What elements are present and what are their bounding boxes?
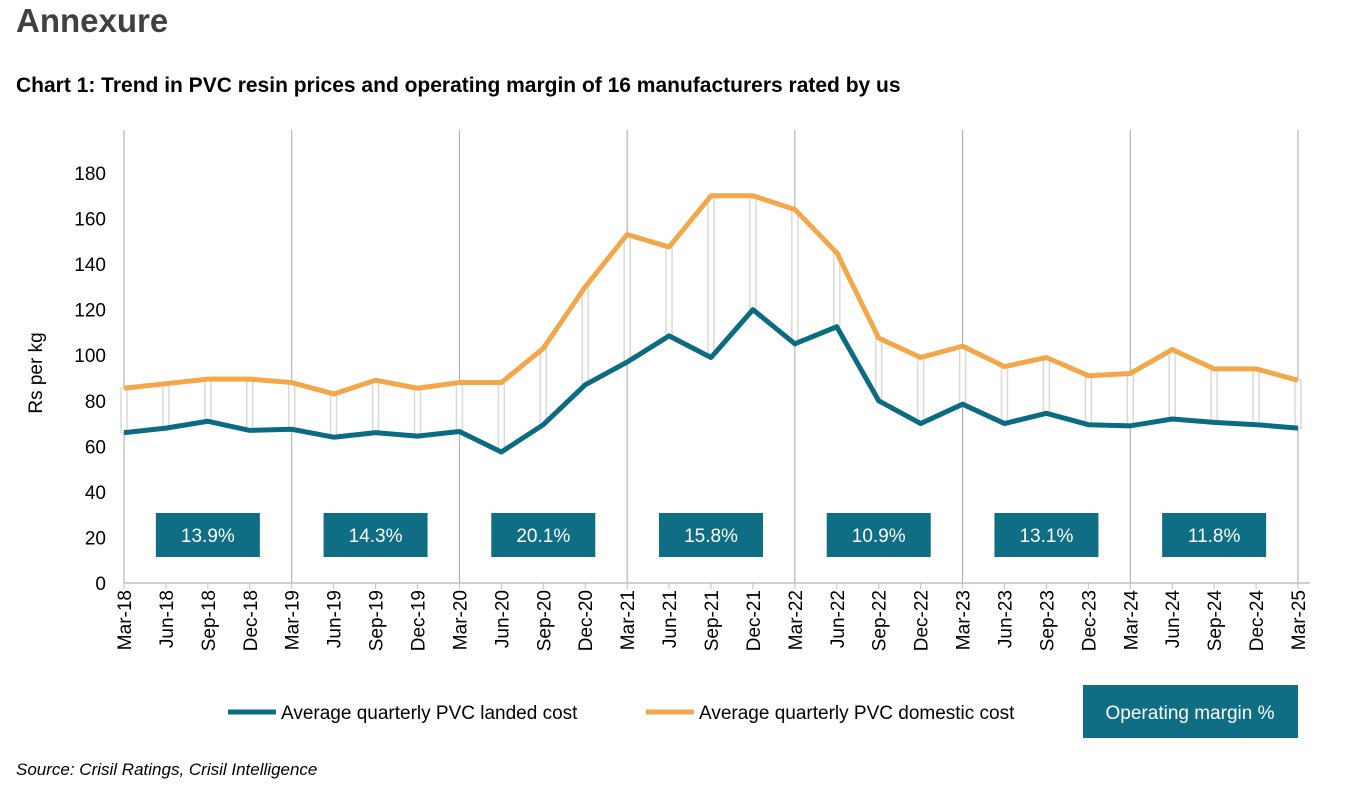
margin-label: 13.9%	[181, 526, 235, 547]
x-tick-label: Jun-23	[996, 590, 1017, 648]
x-tick-label: Mar-20	[450, 590, 471, 650]
hi-lo-bar	[455, 381, 464, 433]
x-tick-label: Dec-21	[744, 590, 765, 651]
hi-lo-bar	[1084, 374, 1093, 426]
margin-label: 15.8%	[684, 526, 738, 547]
hi-lo-bar	[120, 387, 128, 434]
y-tick-label: 20	[85, 528, 106, 549]
hi-lo-bar	[958, 345, 967, 405]
margin-box	[826, 513, 931, 557]
y-axis-label: Rs per kg	[26, 332, 47, 413]
source-note: Source: Crisil Ratings, Crisil Intellige…	[16, 760, 318, 779]
hi-lo-bar	[497, 381, 506, 453]
x-tick-label: Sep-19	[367, 590, 388, 651]
x-tick-label: Jun-24	[1163, 590, 1184, 649]
hi-lo-bar	[833, 251, 841, 328]
hi-lo-bar	[204, 378, 212, 423]
x-tick-label: Jun-21	[660, 590, 681, 648]
y-tick-label: 100	[74, 346, 106, 367]
hi-lo-bar	[1000, 365, 1009, 425]
x-tick-label: Jun-18	[157, 590, 178, 648]
margin-label: 11.8%	[1188, 526, 1241, 547]
hi-lo-bar	[581, 286, 589, 386]
x-tick-label: Mar-24	[1121, 590, 1142, 651]
page-title: Annexure	[16, 2, 169, 39]
margin-label: 14.3%	[349, 526, 403, 547]
hi-lo-bar	[665, 246, 673, 337]
margin-box	[155, 513, 260, 557]
hi-lo-bar	[749, 195, 757, 311]
x-tick-label: Sep-24	[1205, 590, 1226, 652]
x-tick-label: Mar-21	[618, 590, 639, 650]
y-tick-label: 0	[95, 574, 106, 595]
legend-label-margin: Operating margin %	[1106, 703, 1275, 724]
x-tick-label: Mar-23	[954, 590, 975, 650]
y-tick-label: 60	[85, 437, 106, 458]
hi-lo-bar	[874, 337, 883, 402]
hi-lo-bar	[1168, 348, 1176, 420]
margin-box	[1162, 513, 1267, 557]
x-tick-label: Dec-19	[409, 590, 430, 651]
x-tick-label: Dec-20	[576, 590, 597, 651]
x-tick-label: Dec-23	[1079, 590, 1100, 651]
legend-label-domestic: Average quarterly PVC domestic cost	[699, 703, 1015, 724]
margin-label: 10.9%	[852, 526, 906, 547]
x-tick-label: Mar-19	[283, 590, 304, 650]
hi-lo-bar	[791, 208, 799, 345]
hi-lo-bar	[413, 387, 422, 437]
y-tick-label: 140	[74, 255, 106, 276]
x-tick-label: Jun-22	[828, 590, 849, 648]
x-tick-label: Sep-20	[534, 590, 555, 651]
hi-lo-bar	[539, 347, 548, 426]
hi-lo-bar	[371, 379, 380, 434]
hi-lo-bar	[246, 378, 254, 432]
hi-lo-bar	[1294, 379, 1302, 429]
margin-label: 20.1%	[516, 526, 570, 547]
x-tick-label: Jun-19	[325, 590, 346, 648]
y-tick-label: 180	[74, 164, 106, 185]
x-tick-label: Mar-18	[115, 590, 136, 650]
x-tick-label: Sep-23	[1037, 590, 1058, 651]
hi-lo-bar	[916, 356, 925, 425]
chart-title: Chart 1: Trend in PVC resin prices and o…	[16, 74, 901, 97]
margin-box	[491, 513, 596, 557]
legend-swatch-margin	[1083, 685, 1298, 738]
hi-lo-bar	[1126, 372, 1135, 427]
x-tick-label: Sep-21	[702, 590, 723, 651]
x-tick-label: Sep-18	[199, 590, 220, 651]
hi-lo-bar	[287, 381, 296, 430]
margin-box	[659, 513, 763, 557]
y-tick-label: 40	[85, 483, 106, 504]
hi-lo-bar	[162, 382, 170, 429]
hi-lo-bar	[1210, 368, 1218, 424]
x-tick-label: Dec-18	[241, 590, 262, 651]
x-tick-label: Jun-20	[492, 590, 513, 648]
x-tick-label: Dec-24	[1247, 590, 1268, 652]
x-tick-label: Sep-22	[870, 590, 891, 651]
margin-box	[323, 513, 428, 557]
hi-lo-bar	[329, 393, 338, 438]
hi-lo-bar	[1042, 356, 1051, 415]
hi-lo-bar	[1252, 368, 1260, 426]
margin-label: 13.1%	[1019, 526, 1073, 547]
y-tick-label: 120	[74, 301, 106, 322]
y-tick-label: 160	[74, 210, 106, 231]
hi-lo-bar	[623, 233, 631, 363]
x-tick-label: Mar-22	[786, 590, 807, 650]
y-tick-label: 80	[85, 392, 106, 413]
x-tick-label: Mar-25	[1289, 590, 1310, 650]
legend-label-landed: Average quarterly PVC landed cost	[281, 703, 578, 724]
hi-lo-bar	[707, 195, 715, 359]
x-tick-label: Dec-22	[912, 590, 933, 651]
margin-box	[994, 513, 1099, 557]
